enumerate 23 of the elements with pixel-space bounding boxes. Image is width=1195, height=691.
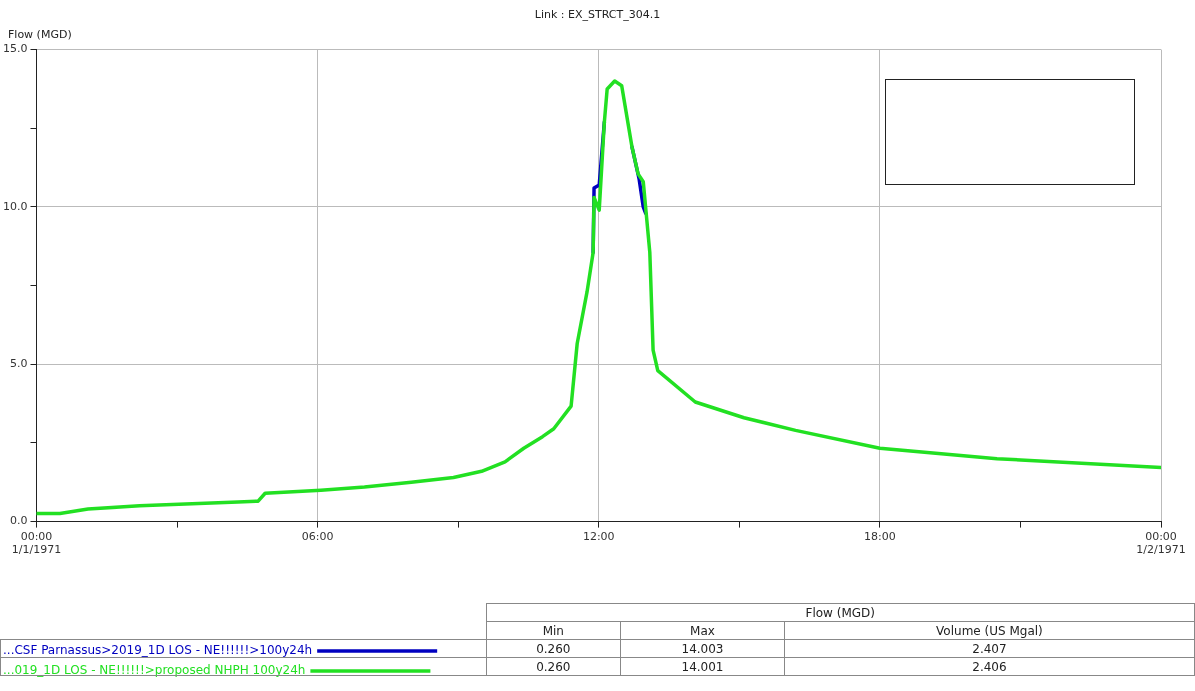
y-axis-title: Flow (MGD) bbox=[8, 28, 72, 41]
text: Flow (MGD) bbox=[486, 603, 1195, 622]
text: ...019_1D LOS - NE!!!!!!>proposed NHPH 100y24h bbox=[3, 663, 306, 678]
x-tick-label: 18:00 bbox=[864, 530, 896, 544]
chart-title: Link : EX_STRCT_304.1 bbox=[533, 8, 662, 21]
text: Volume (US Mgal) bbox=[784, 621, 1195, 640]
x-tick-label: 12:00 bbox=[582, 530, 615, 544]
text: 2.406 bbox=[784, 657, 1195, 676]
text: Max bbox=[620, 621, 785, 640]
y-tick-label: 10.0 bbox=[2, 199, 28, 213]
text: 14.003 bbox=[620, 639, 785, 658]
x-tick-label: 06:00 bbox=[301, 530, 334, 544]
y-tick-label: 15.0 bbox=[2, 42, 28, 56]
text: Min bbox=[486, 621, 621, 640]
x-tick-label: 00:00 1/2/1971 bbox=[1136, 530, 1186, 557]
text: 14.001 bbox=[620, 657, 785, 676]
x-tick-label: 00:00 1/1/1971 bbox=[11, 530, 62, 557]
y-tick-label: 0.0 bbox=[9, 514, 28, 528]
y-tick-label: 5.0 bbox=[9, 357, 28, 371]
text: 0.260 bbox=[486, 657, 621, 676]
text: 0.260 bbox=[486, 639, 621, 658]
text: ...CSF Parnassus>2019_1D LOS - NE!!!!!!>100y24h bbox=[3, 643, 313, 658]
text: 2.407 bbox=[784, 639, 1195, 658]
